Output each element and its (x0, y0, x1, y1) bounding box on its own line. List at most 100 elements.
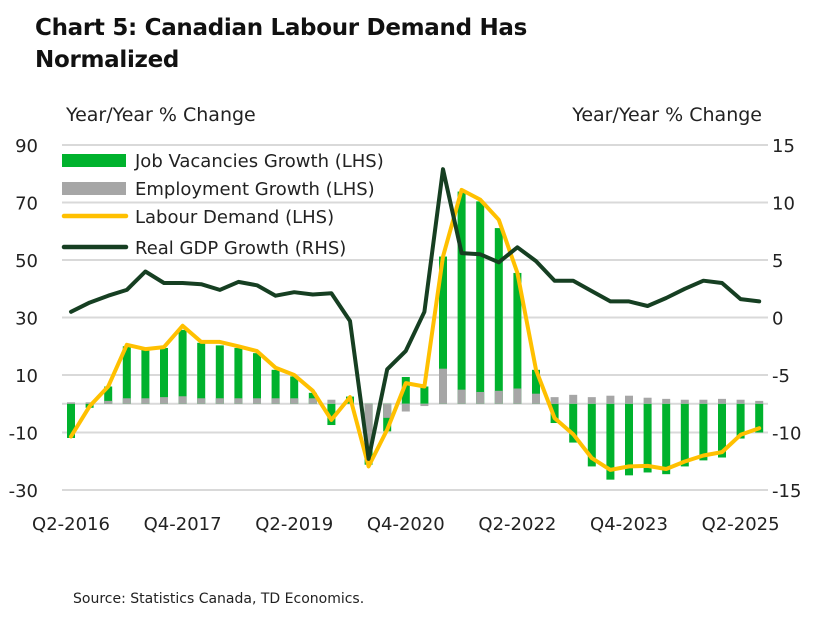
left-axis-title: Year/Year % Change (66, 104, 256, 126)
vacancy-bar (476, 201, 485, 404)
legend-label: Employment Growth (LHS) (135, 179, 375, 200)
left-tick-label: 30 (15, 309, 38, 330)
vacancy-bar (253, 353, 261, 404)
employment-bar (606, 395, 615, 404)
x-tick-label: Q2-2025 (702, 514, 780, 535)
vacancy-bar (178, 329, 187, 404)
legend-label: Labour Demand (LHS) (135, 207, 334, 228)
employment-bar (141, 398, 150, 404)
vacancy-bar (197, 342, 206, 404)
vacancy-bar (122, 346, 131, 404)
legend-swatch (62, 154, 126, 167)
employment-bar (104, 400, 113, 404)
x-tick-label: Q4-2023 (590, 514, 668, 535)
employment-bar (494, 390, 503, 404)
employment-bar (234, 398, 243, 404)
vacancy-bar (234, 347, 243, 404)
vacancy-bar (104, 386, 113, 404)
x-tick-label: Q2-2016 (32, 514, 110, 535)
employment-bar (662, 398, 671, 404)
left-tick-label: 10 (15, 366, 38, 387)
employment-bar (122, 398, 131, 404)
left-tick-label: -10 (9, 424, 38, 445)
employment-bar (197, 398, 206, 404)
right-tick-label: -10 (772, 424, 801, 445)
legend-swatch (62, 182, 126, 195)
vacancy-bar (290, 376, 299, 404)
employment-bar (718, 398, 726, 404)
vacancy-bar (625, 403, 633, 476)
vacancy-bar (569, 403, 578, 443)
left-tick-label: -30 (9, 481, 38, 502)
legend-label: Real GDP Growth (RHS) (135, 238, 346, 259)
chart-title: Chart 5: Canadian Labour Demand Has Norm… (35, 15, 528, 73)
vacancy-bar (718, 403, 726, 458)
employment-bar (178, 396, 187, 404)
employment-bar (457, 389, 466, 404)
right-tick-label: 10 (772, 194, 795, 215)
employment-bar (401, 403, 410, 412)
employment-bar (308, 398, 317, 404)
vacancy-bar (494, 228, 503, 404)
vacancy-bar (680, 403, 689, 467)
vacancy-bar (699, 403, 708, 461)
vacancy-bar (327, 403, 336, 426)
employment-bar (476, 391, 485, 404)
vacancy-bar (532, 369, 540, 404)
employment-bar (569, 394, 578, 404)
vacancy-bar (271, 369, 280, 404)
employment-bar (271, 398, 280, 404)
left-tick-label: 50 (15, 251, 38, 272)
employment-bar (532, 393, 540, 404)
left-tick-label: 70 (15, 194, 38, 215)
labour-demand-line (69, 187, 762, 472)
vacancy-bar (513, 272, 522, 404)
right-tick-label: -5 (772, 366, 790, 387)
employment-bar (513, 388, 522, 404)
vacancy-bar (160, 347, 168, 404)
employment-bar (85, 402, 94, 404)
vacancy-bar (736, 403, 745, 439)
left-tick-label: 90 (15, 136, 38, 157)
vacancy-bar (643, 403, 652, 473)
employment-bar (643, 397, 652, 404)
real-gdp-line (69, 167, 762, 461)
right-axis-title: Year/Year % Change (572, 104, 762, 126)
source-note: Source: Statistics Canada, TD Economics. (73, 591, 365, 607)
employment-bar (327, 399, 336, 404)
vacancy-bar (401, 377, 410, 404)
employment-bar (364, 403, 373, 450)
right-tick-label: 15 (772, 136, 795, 157)
vacancy-bar (420, 386, 429, 404)
vacancy-bar (215, 345, 224, 404)
employment-bar (420, 403, 429, 407)
right-tick-label: -15 (772, 481, 801, 502)
employment-bar (736, 399, 745, 404)
employment-bar (215, 398, 224, 404)
x-tick-label: Q4-2020 (367, 514, 445, 535)
employment-bar (680, 399, 689, 404)
legend-label: Job Vacancies Growth (LHS) (134, 151, 384, 172)
vacancy-bar (755, 403, 764, 433)
vacancy-bar (662, 403, 671, 475)
x-tick-label: Q2-2022 (478, 514, 556, 535)
employment-bar (160, 397, 168, 404)
vacancy-bar (67, 403, 75, 438)
vacancy-bar (587, 403, 596, 467)
employment-bar (439, 368, 447, 404)
employment-bar (699, 399, 708, 404)
right-tick-label: 0 (772, 309, 783, 330)
employment-bar (625, 395, 633, 404)
vacancy-bar (457, 191, 466, 404)
employment-bar (290, 398, 299, 404)
x-tick-label: Q4-2017 (144, 514, 222, 535)
employment-bar (550, 397, 559, 404)
right-tick-label: 5 (772, 251, 783, 272)
employment-bar (67, 402, 75, 404)
x-tick-label: Q2-2019 (255, 514, 333, 535)
vacancy-bar (141, 349, 150, 404)
vacancy-bar (439, 256, 447, 404)
employment-bar (383, 403, 392, 418)
employment-bar (755, 400, 764, 404)
